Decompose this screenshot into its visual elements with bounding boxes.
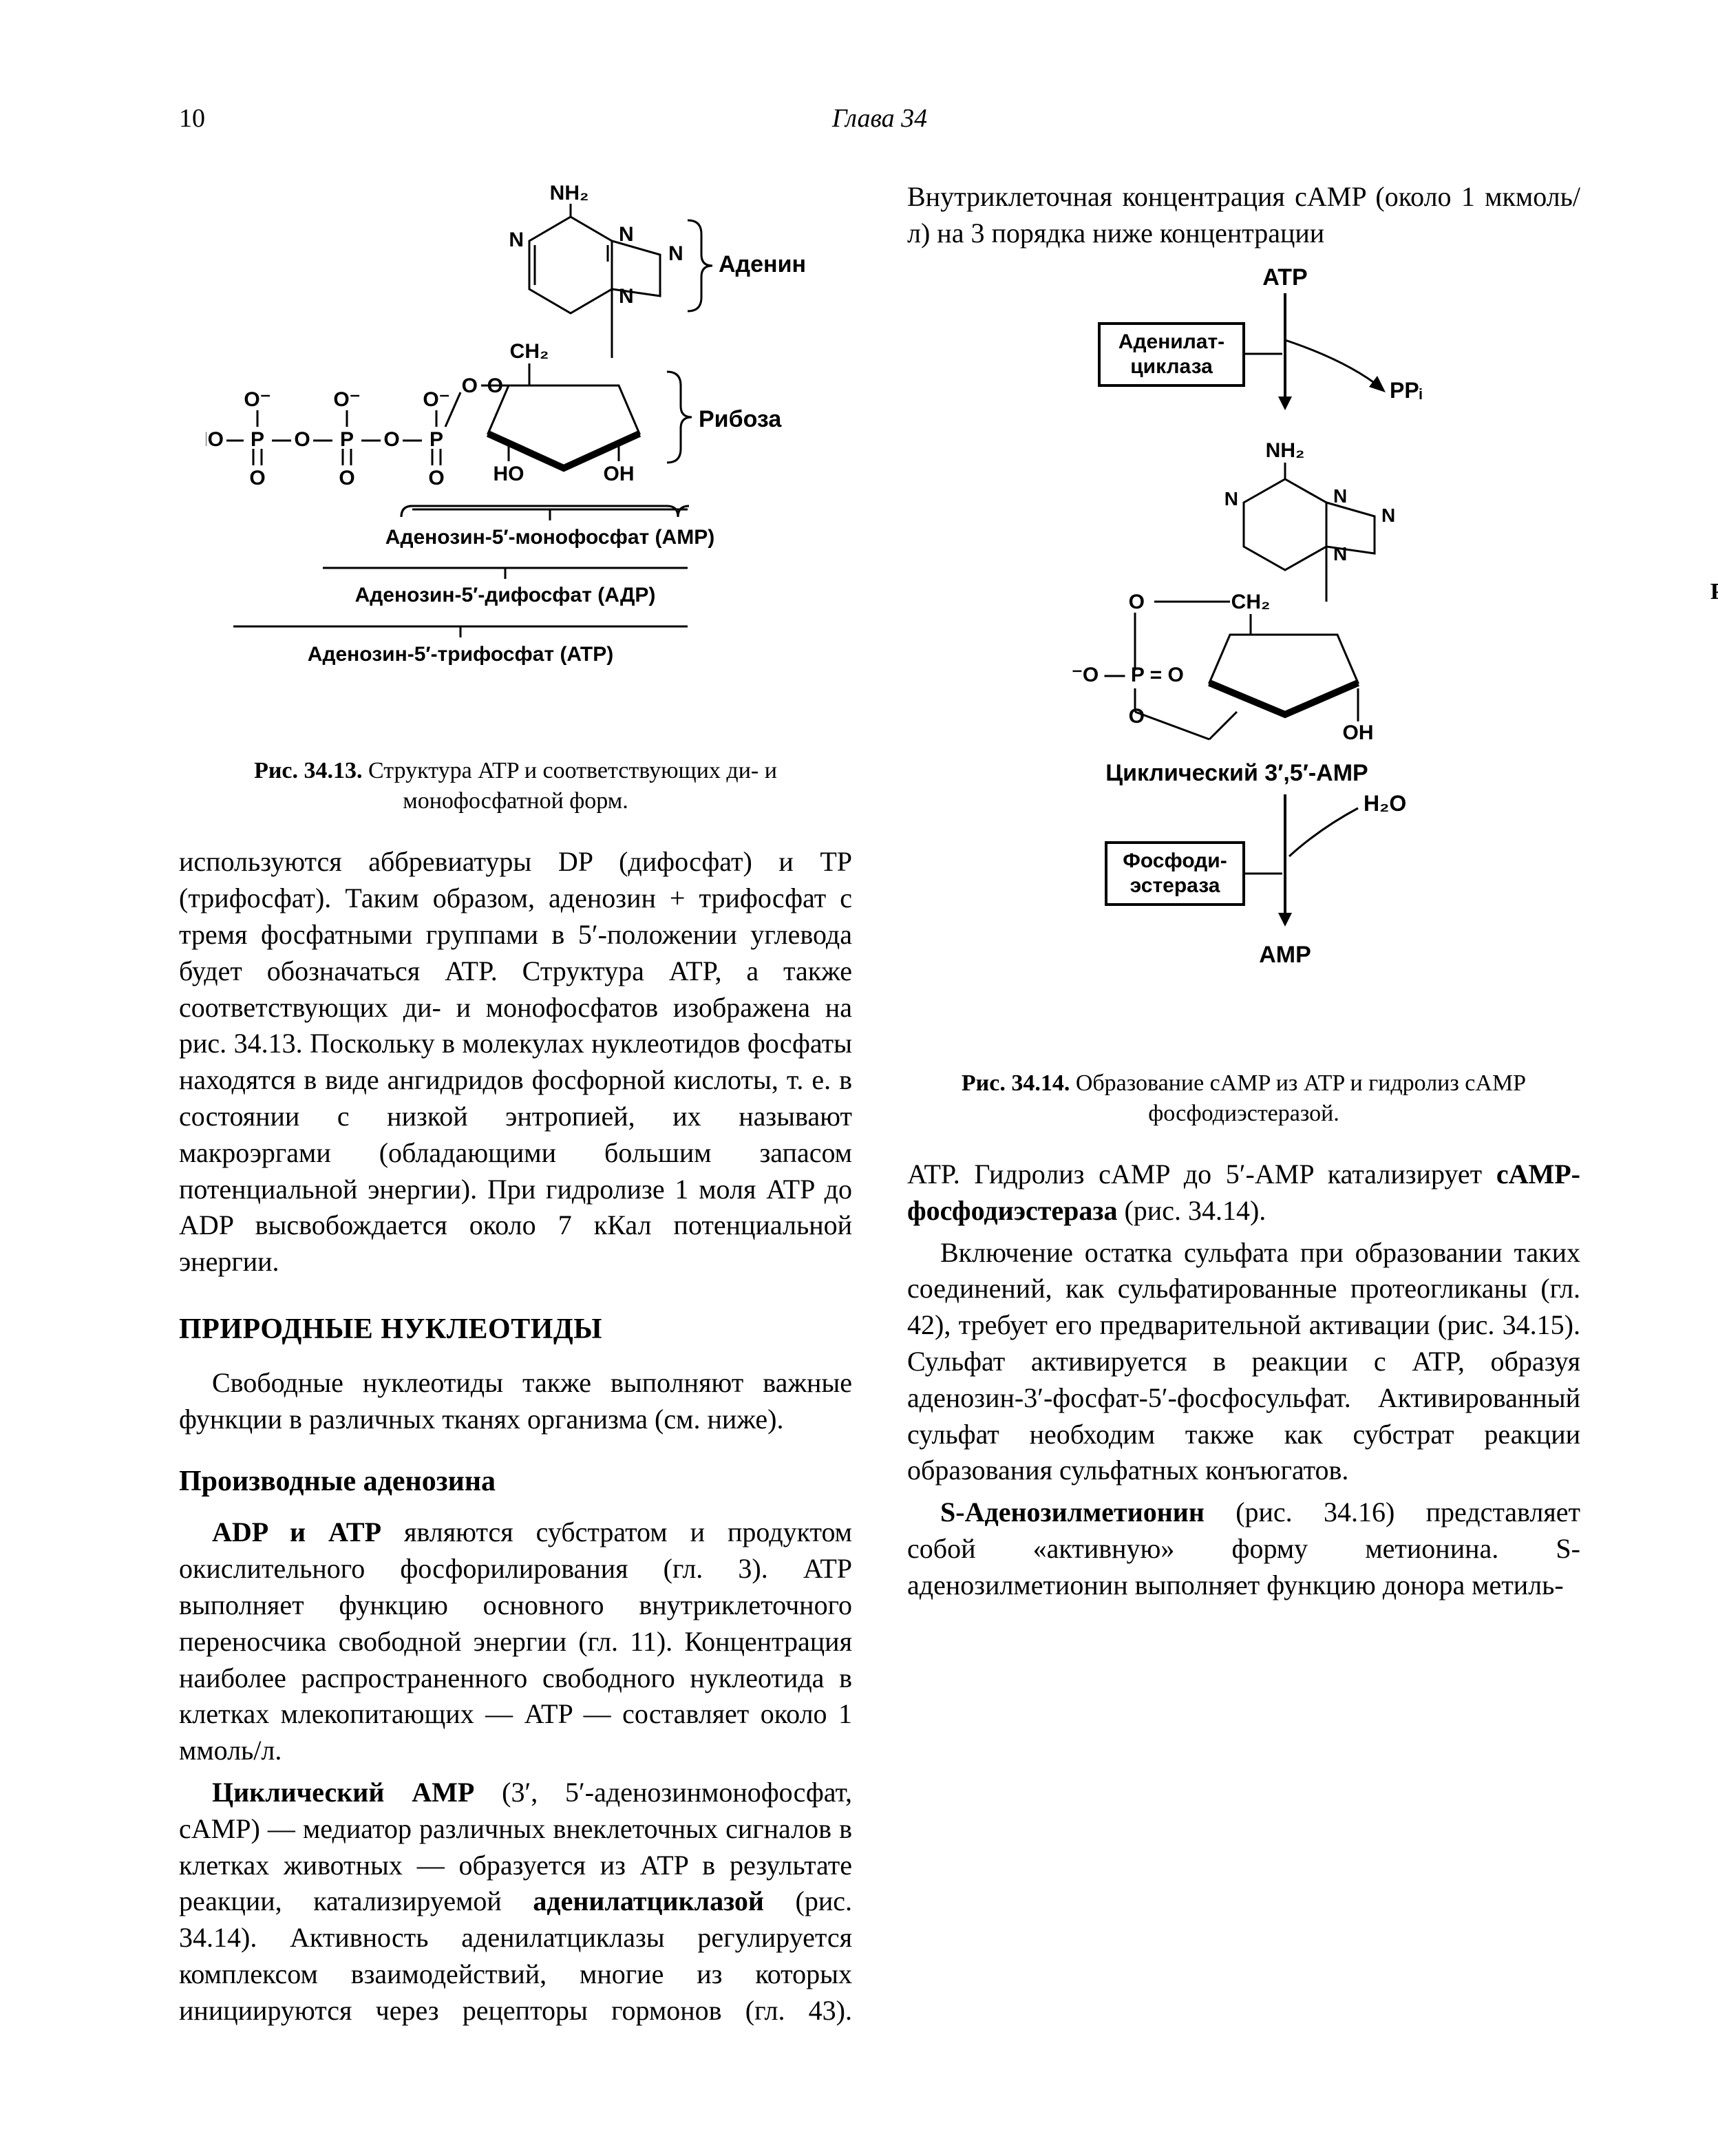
atom-om1: O⁻	[423, 388, 449, 411]
label-atp: Аденозин-5′-трифосфат (ATP)	[308, 643, 613, 666]
heading-natural-nucleotides: ПРИРОДНЫЕ НУКЛЕОТИДЫ	[179, 1311, 852, 1349]
label-adenylate1: Аденилат-	[1118, 330, 1224, 353]
figure-34-13: NH₂ N N N N Аденин CH₂	[179, 179, 852, 816]
paragraph-1: используются аббревиатуры DP (дифосфат) …	[179, 844, 852, 1280]
lead-camp: Циклический AMP	[212, 1777, 474, 1808]
fig-num-14: Рис. 34.14.	[962, 1070, 1070, 1096]
lead-sam: S-Аденозилметионин	[940, 1497, 1205, 1528]
heading-adenosine-derivatives: Производные аденозина	[179, 1463, 852, 1501]
atom-o2-14: O	[1129, 705, 1145, 728]
atom-ch2: CH₂	[510, 340, 549, 363]
fig-34-15-svg: AMP ~ P ~ P ( ATP ) SO₄²⁻ P ~ P ATP AD	[1690, 179, 1718, 564]
atom-n-c: N	[1381, 505, 1395, 526]
atom-o-d1: O	[428, 467, 444, 489]
label-amp-bottom: AMP	[1259, 942, 1311, 968]
atom-ob2: O	[294, 428, 310, 451]
fig-num-15: Рис. 34.15.	[1710, 579, 1718, 604]
caption-34-15: Рис. 34.15. Образование аденозин-3′-фосф…	[1662, 577, 1718, 637]
atom-n: N	[509, 229, 524, 251]
label-ribose: Рибоза	[699, 406, 782, 432]
atom-n3: N	[668, 242, 683, 265]
fig-num-13: Рис. 34.13.	[254, 758, 362, 783]
fig-text-14: Образование cAMP из ATP и гидролиз cAMP …	[1070, 1070, 1526, 1126]
atom-o-d2: O	[339, 467, 354, 489]
caption-34-13: Рис. 34.13. Структура ATP и соответствую…	[206, 756, 825, 816]
paragraph-7: S-Аденозилметионин (рис. 34.16) представ…	[907, 1494, 1580, 1603]
atom-ob1: O	[383, 428, 399, 451]
atom-om3: O⁻	[244, 388, 271, 411]
label-adenine: Аденин	[719, 251, 806, 277]
fig-text-13: Структура ATP и соответствующих ди- и мо…	[363, 758, 777, 814]
fig-34-13-svg: NH₂ N N N N Аденин CH₂	[206, 179, 825, 743]
atom-ch2-14: CH₂	[1231, 591, 1271, 613]
label-adenylate2: циклаза	[1130, 355, 1213, 378]
atom-p1: P	[430, 428, 443, 451]
atom-o-14: O	[1129, 591, 1145, 613]
label-amp: Аденозин-5′-монофосфат (AMP)	[385, 526, 714, 549]
atom-p2: P	[340, 428, 354, 451]
atom-n2: N	[619, 223, 634, 246]
label-pde1: Фосфоди-	[1123, 849, 1227, 872]
atom-p3: P	[251, 428, 264, 451]
atom-ho: HO	[494, 463, 524, 485]
chapter-label: Глава 34	[832, 103, 927, 134]
atom-n4: N	[619, 285, 634, 308]
atom-ho-end: HO	[206, 428, 224, 451]
label-ppi: PPᵢ	[1390, 378, 1422, 403]
paragraph-2: Свободные нуклеотиды также выполняют важ…	[179, 1365, 852, 1438]
label-cyclic-amp: Циклический 3′,5′-AMP	[1105, 760, 1368, 786]
label-atp-top: ATP	[1262, 264, 1307, 290]
p3-rest: являются субстратом и продуктом окислите…	[179, 1516, 852, 1766]
atom-o-d3: O	[249, 467, 265, 489]
label-pde2: эстераза	[1130, 874, 1220, 897]
figure-34-15: AMP ~ P ~ P ( ATP ) SO₄²⁻ P ~ P ATP AD	[1635, 179, 1718, 637]
atom-oh-14: OH	[1343, 721, 1374, 744]
atom-oh: OH	[604, 463, 635, 485]
atom-n-d: N	[1333, 543, 1347, 564]
atom-o1: O	[462, 374, 478, 397]
paragraph-3: ADP и ATP являются субстратом и продукто…	[179, 1514, 852, 1769]
atom-n-a: N	[1224, 488, 1238, 509]
running-header: 10 Глава 34 .	[179, 103, 1580, 134]
lead-adp-atp: ADP и ATP	[212, 1516, 381, 1547]
atom-nh2-14: NH₂	[1266, 439, 1305, 462]
label-adp: Аденозин-5′-дифосфат (АДР)	[355, 584, 656, 606]
p5-c: (рис. 34.14).	[1117, 1195, 1266, 1226]
figure-34-14: ATP Аденилат- циклаза PPᵢ NH₂	[907, 257, 1580, 1129]
paragraph-5: ATP. Гидролиз cAMP до 5′-AMP катализируе…	[907, 1156, 1580, 1229]
p5-a: ATP. Гидролиз cAMP до 5′-AMP катализируе…	[907, 1159, 1496, 1190]
atom-op-14: ⁻O — P = O	[1072, 664, 1184, 686]
label-h2o: H₂O	[1364, 791, 1406, 816]
page-number: 10	[179, 103, 205, 134]
caption-34-14: Рис. 34.14. Образование cAMP из ATP и ги…	[934, 1068, 1553, 1129]
atom-n-b: N	[1333, 485, 1347, 507]
p4-bold: аденилатциклазой	[533, 1885, 764, 1916]
paragraph-6: Включение остатка сульфата при образован…	[907, 1235, 1580, 1490]
atom-nh2: NH₂	[550, 182, 589, 204]
atom-om2: O⁻	[333, 388, 360, 411]
fig-34-14-svg: ATP Аденилат- циклаза PPᵢ NH₂	[962, 257, 1526, 1056]
